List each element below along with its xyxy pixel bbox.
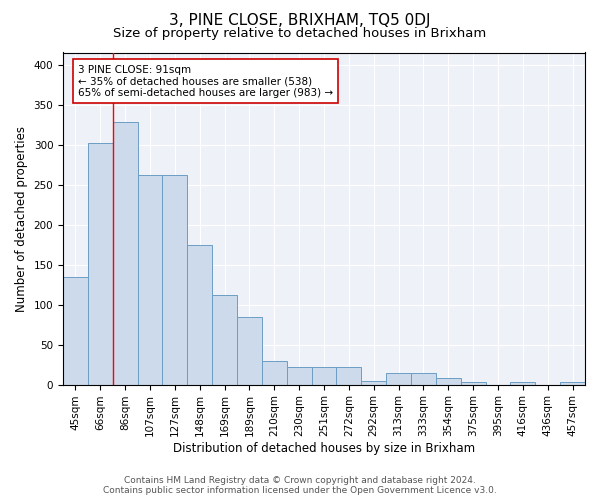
Bar [113, 122, 137, 384]
Y-axis label: Number of detached properties: Number of detached properties [15, 126, 28, 312]
Bar [361, 380, 386, 384]
Bar [237, 316, 262, 384]
Bar [560, 382, 585, 384]
Bar [311, 367, 337, 384]
Bar [337, 367, 361, 384]
Text: Size of property relative to detached houses in Brixham: Size of property relative to detached ho… [113, 28, 487, 40]
Bar [187, 244, 212, 384]
Bar [386, 372, 411, 384]
Bar [212, 295, 237, 384]
Bar [287, 367, 311, 384]
Text: 3 PINE CLOSE: 91sqm
← 35% of detached houses are smaller (538)
65% of semi-detac: 3 PINE CLOSE: 91sqm ← 35% of detached ho… [78, 64, 333, 98]
Bar [436, 378, 461, 384]
Bar [461, 382, 485, 384]
Bar [163, 175, 187, 384]
Bar [88, 143, 113, 384]
Text: 3, PINE CLOSE, BRIXHAM, TQ5 0DJ: 3, PINE CLOSE, BRIXHAM, TQ5 0DJ [169, 12, 431, 28]
Bar [411, 372, 436, 384]
Bar [137, 175, 163, 384]
Bar [262, 360, 287, 384]
Bar [63, 276, 88, 384]
X-axis label: Distribution of detached houses by size in Brixham: Distribution of detached houses by size … [173, 442, 475, 455]
Text: Contains HM Land Registry data © Crown copyright and database right 2024.
Contai: Contains HM Land Registry data © Crown c… [103, 476, 497, 495]
Bar [511, 382, 535, 384]
